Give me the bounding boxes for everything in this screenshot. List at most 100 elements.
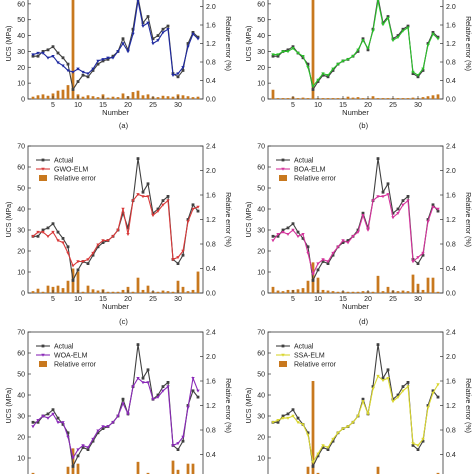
actual-point [36,54,40,58]
error-bar [191,289,195,293]
y2-tick-label: 1.2 [206,217,216,224]
y-tick-label: 50 [17,186,25,193]
actual-point [191,31,195,34]
error-bar [46,285,50,293]
model-point [331,67,335,71]
model-point [121,207,125,211]
actual-point [36,234,40,238]
plot-frame [27,0,204,100]
y-tick-label: 30 [257,414,265,421]
model-point [31,53,35,57]
x-tick-label: 15 [339,102,347,109]
y-tick-label: 20 [257,435,265,442]
error-bar [71,448,75,474]
model-point [416,256,420,260]
actual-point [151,37,155,41]
y-tick-label: 0 [261,97,265,104]
model-point [106,425,110,429]
model-point [126,233,130,236]
model-point [376,195,380,199]
model-point [421,67,425,71]
error-bar [51,286,55,293]
model-point [361,39,365,43]
error-bar [156,97,160,99]
actual-point [101,241,105,244]
error-bar [356,97,360,99]
model-point [111,421,115,425]
error-bar [96,290,100,293]
actual-point [86,75,90,79]
error-bar [131,291,135,293]
actual-point [276,420,280,424]
legend-actual-label: Actual [54,158,74,165]
error-bar [376,98,380,99]
model-point [116,228,120,232]
model-point [126,412,130,416]
actual-point [56,51,60,55]
error-bar [161,95,165,99]
error-bar [36,288,40,293]
model-point [356,48,360,52]
model-point [291,47,295,51]
actual-point [276,234,280,238]
y-tick-label: 0 [261,291,265,298]
y-axis-label: UCS (MPa) [246,388,253,424]
y-tick-label: 0 [21,97,25,104]
chart-panel-b: 0 10 20 30 40 50 60 0.0 0.4 0.8 1.2 1.6 2.0 5 10 15 20 25… [246,0,471,130]
y2-tick-label: 0.4 [446,78,456,85]
actual-point [146,182,150,186]
actual-point [51,45,55,49]
error-bar [416,283,420,293]
y-tick-label: 70 [257,144,265,151]
model-point [396,212,400,215]
actual-point [341,241,345,244]
actual-point [66,245,70,249]
actual-point [166,381,170,384]
actual-point [136,157,140,160]
error-bar [186,96,190,99]
panel-caption: (c) [119,317,128,326]
model-point [176,256,180,260]
error-bar [181,95,185,99]
x-axis-label: Number [342,108,369,117]
model-point [371,199,375,203]
error-bar [191,97,195,99]
model-point [326,260,330,264]
model-point [376,0,380,3]
actual-point [376,343,380,346]
model-point [146,21,150,25]
panel-caption: (b) [359,121,369,130]
model-point [46,235,50,239]
x-tick-label: 25 [389,102,397,109]
error-bar [146,94,150,99]
x-tick-label: 10 [314,296,322,303]
actual-point [426,404,430,407]
model-point [91,67,95,71]
actual-point [56,230,60,234]
y-tick-label: 40 [17,207,25,214]
error-bar [326,98,330,99]
actual-point [316,454,320,458]
y-tick-label: 10 [17,270,25,277]
actual-point [121,397,125,401]
legend-model-label: GWO-ELM [54,167,88,174]
x-tick-label: 30 [174,102,182,109]
actual-point [311,465,315,468]
legend-model-marker [41,353,45,357]
error-bar [406,98,410,99]
y2-tick-label: 0.4 [206,266,216,273]
actual-point [291,45,295,49]
legend-actual-marker [281,158,285,162]
x-tick-label: 20 [364,102,372,109]
model-point [196,37,200,41]
error-bar [311,381,315,474]
model-point [166,199,170,203]
actual-point [56,416,60,420]
actual-point [386,368,390,372]
model-point [191,377,195,380]
actual-point [291,222,295,226]
actual-point [36,420,40,424]
model-point [51,230,55,234]
y-tick-label: 50 [17,372,25,379]
model-point [186,406,190,410]
